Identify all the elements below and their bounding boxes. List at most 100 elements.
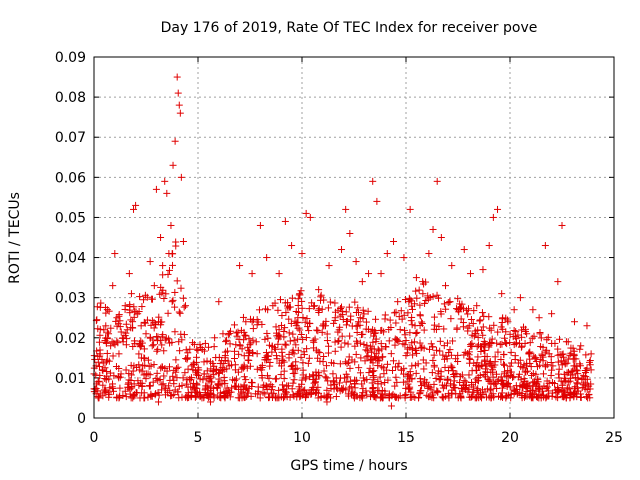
data-point (412, 329, 420, 337)
data-point (127, 290, 135, 298)
data-point (523, 388, 531, 396)
data-point (346, 332, 354, 340)
data-point (501, 334, 509, 342)
data-point (465, 371, 473, 379)
data-point (494, 328, 502, 336)
data-point (227, 361, 235, 369)
data-point (164, 309, 172, 317)
data-point (135, 350, 143, 358)
data-point (179, 238, 187, 246)
data-point (206, 393, 214, 401)
data-point (135, 361, 143, 369)
data-point (440, 355, 448, 363)
data-point (408, 305, 416, 313)
data-point (498, 389, 506, 397)
data-point (116, 373, 124, 381)
data-point (430, 313, 438, 321)
data-point (489, 213, 497, 221)
data-point (541, 348, 549, 356)
data-point (483, 362, 491, 370)
data-point (347, 390, 355, 398)
data-point (174, 89, 182, 97)
data-point (370, 367, 378, 375)
data-point (338, 332, 346, 340)
data-point (444, 298, 452, 306)
data-point (125, 270, 133, 278)
data-point (559, 350, 567, 358)
data-point (490, 321, 498, 329)
data-point (416, 387, 424, 395)
data-point (285, 354, 293, 362)
data-point (486, 386, 494, 394)
data-point (427, 340, 435, 348)
data-point (437, 234, 445, 241)
data-point (217, 366, 225, 374)
data-point (342, 378, 350, 386)
data-point (352, 309, 360, 317)
data-point (470, 388, 478, 396)
data-point (345, 384, 353, 392)
axis-ticks: 0 5 10 15 20 25 0 0.01 0.02 0.03 0.04 0.05 0.06 0.07 0… (55, 50, 623, 446)
data-point (464, 310, 472, 318)
data-point (99, 359, 107, 367)
data-point (352, 350, 360, 358)
data-point (467, 316, 475, 324)
data-point (337, 305, 345, 313)
data-point (438, 393, 446, 401)
data-point (359, 392, 367, 400)
data-point (127, 324, 135, 332)
data-point (377, 340, 385, 348)
data-point (474, 385, 482, 393)
data-point (481, 340, 489, 348)
data-point (206, 398, 214, 406)
data-point (263, 254, 271, 262)
data-point (352, 258, 360, 266)
data-point (140, 318, 148, 326)
data-point (214, 392, 222, 400)
data-point (574, 387, 582, 395)
data-point (207, 383, 215, 391)
data-point (165, 266, 173, 274)
data-point (428, 369, 436, 377)
data-point (91, 355, 99, 363)
data-point (158, 289, 166, 297)
data-point (275, 270, 283, 278)
data-point (534, 375, 542, 383)
data-point (586, 361, 594, 369)
data-point (478, 326, 486, 334)
data-point (253, 316, 261, 324)
data-point (288, 294, 296, 302)
data-point (449, 337, 457, 345)
data-point (398, 315, 406, 323)
data-point (275, 326, 283, 334)
data-point (341, 339, 349, 347)
data-point (154, 345, 162, 353)
data-point (491, 353, 499, 361)
data-point (350, 390, 358, 398)
data-point (406, 205, 414, 213)
data-point (556, 335, 564, 343)
data-point (305, 327, 313, 335)
data-point (391, 382, 399, 390)
data-point (447, 362, 455, 370)
data-point (299, 359, 307, 367)
data-point (329, 370, 337, 378)
data-point (423, 378, 431, 386)
data-point (338, 303, 346, 311)
data-point (130, 337, 138, 345)
data-point (261, 390, 269, 398)
data-point (318, 328, 326, 336)
data-point (368, 387, 376, 395)
data-point (99, 392, 107, 400)
data-point (554, 278, 562, 286)
data-point (408, 321, 416, 329)
data-point (430, 363, 438, 371)
data-point (541, 242, 549, 250)
data-point (288, 348, 296, 356)
data-point (113, 394, 121, 402)
data-point (158, 386, 166, 394)
data-point (477, 347, 485, 355)
data-point (177, 284, 185, 292)
data-point (186, 345, 194, 353)
data-point (485, 242, 493, 250)
